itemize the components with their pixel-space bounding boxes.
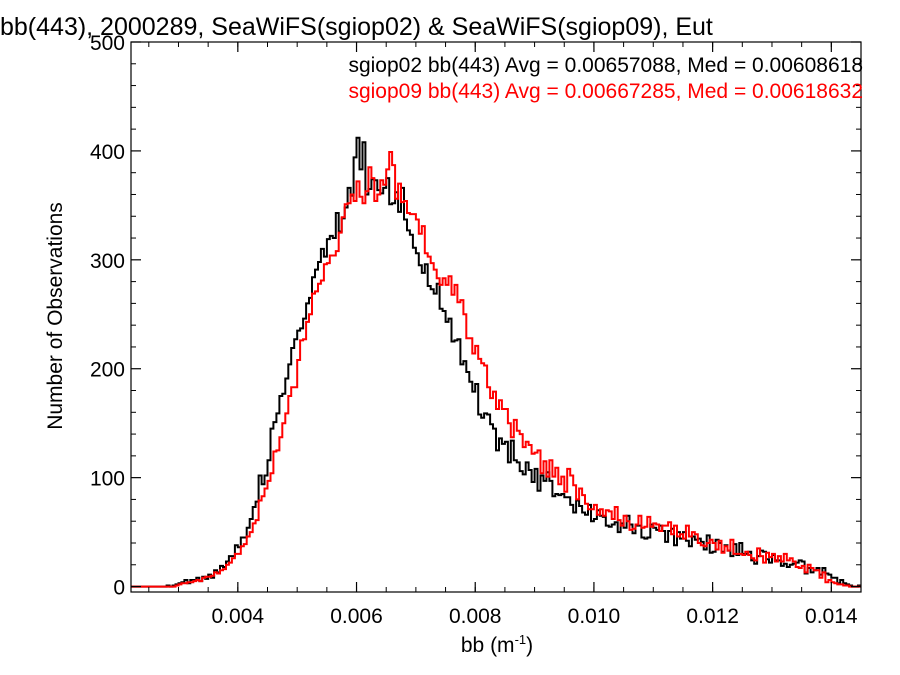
x-tick-label: 0.012: [686, 605, 739, 628]
x-axis-label-sup: -1: [515, 632, 527, 647]
series-line-sgiop02: [131, 136, 861, 588]
y-axis-label: Number of Observations: [44, 202, 67, 430]
legend: sgiop02 bb(443) Avg = 0.00657088, Med = …: [348, 54, 863, 103]
legend-entry-sgiop09: sgiop09 bb(443) Avg = 0.00667285, Med = …: [348, 80, 863, 103]
y-tick-label: 500: [90, 32, 125, 55]
y-tick-label: 0: [113, 577, 125, 600]
plot-frame: [130, 41, 862, 593]
x-tick-label: 0.006: [330, 605, 383, 628]
series-line-sgiop09: [131, 151, 861, 588]
chart-title: bb(443), 2000289, SeaWiFS(sgiop02) & Sea…: [0, 13, 713, 41]
x-tick-label: 0.004: [212, 605, 265, 628]
plot-area: [131, 136, 861, 588]
x-axis-label-main: bb (m: [461, 634, 515, 657]
x-axis-label: bb (m-1): [461, 632, 533, 657]
y-tick-label: 300: [90, 250, 125, 273]
x-tick-label: 0.010: [568, 605, 621, 628]
y-tick-label: 400: [90, 141, 125, 164]
y-tick-label: 100: [90, 468, 125, 491]
y-tick-label: 200: [90, 359, 125, 382]
y-axis: 0 100 200 300 400 500: [90, 32, 861, 600]
x-axis: 0.004 0.006 0.008 0.010 0.012 0.014: [148, 42, 862, 628]
legend-entry-sgiop02: sgiop02 bb(443) Avg = 0.00657088, Med = …: [348, 54, 863, 77]
x-tick-label: 0.014: [805, 605, 858, 628]
x-tick-label: 0.008: [449, 605, 502, 628]
x-axis-label-suffix: ): [526, 634, 533, 657]
